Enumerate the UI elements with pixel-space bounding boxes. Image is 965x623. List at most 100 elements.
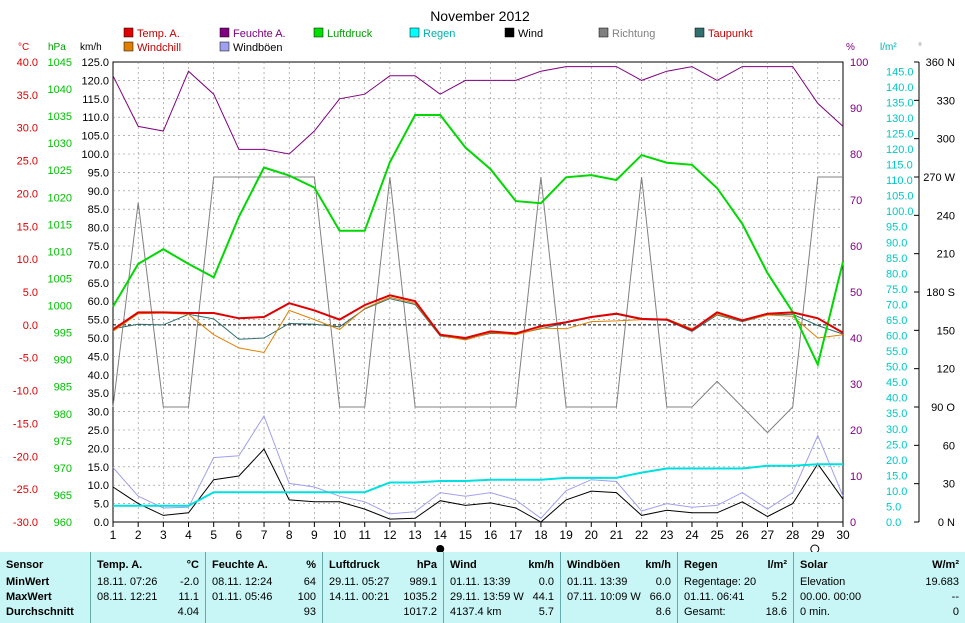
- dir-tick-label: 300: [937, 134, 955, 146]
- x-tick-label: 2: [135, 528, 142, 542]
- rain-tick-label: 140.0: [886, 82, 914, 94]
- x-tick-label: 29: [811, 528, 825, 542]
- stats-header: Windböen: [567, 559, 621, 571]
- x-tick-label: 17: [509, 528, 523, 542]
- temp-tick-label: 15.0: [17, 221, 38, 233]
- stats-header: Luftdruck: [329, 559, 380, 571]
- stats-value: 64: [303, 576, 316, 588]
- pressure-tick-label: 970: [54, 463, 72, 475]
- rain-tick-label: 25.0: [886, 439, 907, 451]
- weather-chart: November 2012 Temp. A. Feuchte A. Luftdruck…: [13, 8, 956, 552]
- stats-column: Luftdruck hPa 29.11. 05:27 989.1 14.11. 00:2…: [322, 552, 443, 623]
- wind-tick-label: 90.0: [88, 186, 109, 198]
- stats-time: 14.11. 00:21: [329, 591, 390, 603]
- rain-tick-label: 0.0: [886, 517, 901, 529]
- humidity-tick-label: 60: [850, 241, 862, 253]
- temp-tick-label: -20.0: [13, 451, 38, 463]
- stats-time: 08.11. 12:24: [212, 576, 273, 588]
- stats-unit: °C: [186, 559, 199, 571]
- stats-time: 07.11. 10:09 W: [567, 591, 641, 603]
- legend-swatch: [694, 27, 705, 38]
- temp-tick-label: 20.0: [17, 188, 38, 200]
- pressure-tick-label: 1045: [48, 57, 72, 69]
- wind-tick-label: 35.0: [88, 388, 109, 400]
- stats-header: Solar: [800, 559, 828, 571]
- wind-tick-label: 85.0: [88, 204, 109, 216]
- wind-tick-label: 75.0: [88, 241, 109, 253]
- humidity-tick-label: 100: [850, 57, 868, 69]
- wind-tick-label: 110.0: [82, 112, 109, 124]
- humidity-tick-label: 0: [850, 517, 856, 529]
- x-tick-label: 30: [836, 528, 850, 542]
- x-tick-label: 26: [736, 528, 750, 542]
- stats-time: Gesamt:: [684, 606, 726, 618]
- stats-value: 18.6: [765, 606, 787, 618]
- x-tick-label: 20: [585, 528, 599, 542]
- x-tick-label: 24: [685, 528, 699, 542]
- wind-tick-label: 115.0: [82, 94, 109, 106]
- x-tick-label: 9: [311, 528, 318, 542]
- pressure-tick-label: 995: [54, 328, 72, 340]
- legend-label: Regen: [423, 28, 455, 40]
- legend-label: Luftdruck: [327, 28, 373, 40]
- legend-label: Richtung: [612, 28, 655, 40]
- x-tick-label: 27: [761, 528, 775, 542]
- stats-time: 4137.4 km: [450, 606, 502, 618]
- wind-tick-label: 65.0: [88, 278, 109, 290]
- stats-header: Regen: [684, 559, 718, 571]
- stats-value: 19.683: [925, 576, 959, 588]
- rain-tick-label: 120.0: [886, 144, 914, 156]
- wind-tick-label: 95.0: [88, 167, 109, 179]
- x-tick-label: 1: [110, 528, 117, 542]
- humidity-tick-label: 50: [850, 287, 862, 299]
- stats-time: 29.11. 05:27: [329, 576, 390, 588]
- pressure-tick-label: 990: [54, 355, 72, 367]
- legend-swatch: [313, 27, 324, 38]
- full-moon-icon: [810, 544, 820, 552]
- stats-value: 8.6: [655, 606, 671, 618]
- stats-unit: W/m²: [932, 559, 959, 571]
- stats-time: 0 min.: [800, 606, 830, 618]
- pressure-tick-label: 1000: [48, 301, 72, 313]
- humidity-tick-label: 20: [850, 425, 862, 437]
- legend-label: Windböen: [233, 42, 283, 54]
- axis-unit-rain: l/m²: [880, 42, 897, 53]
- pressure-tick-label: 1015: [48, 219, 72, 231]
- stats-value: --: [951, 591, 959, 603]
- wind-tick-label: 0.0: [94, 517, 109, 529]
- rain-tick-label: 10.0: [886, 486, 907, 498]
- rain-tick-label: 80.0: [886, 268, 907, 280]
- pressure-tick-label: 1010: [48, 246, 72, 258]
- stats-time: 01.11. 13:39: [450, 576, 511, 588]
- legend-swatch: [598, 27, 609, 38]
- rain-tick-label: 145.0: [886, 66, 914, 78]
- x-tick-label: 23: [660, 528, 674, 542]
- pressure-tick-label: 1035: [48, 111, 72, 123]
- dir-tick-label: 150: [937, 325, 955, 337]
- rain-tick-label: 125.0: [886, 128, 914, 140]
- stats-unit: km/h: [645, 559, 671, 571]
- rain-tick-label: 90.0: [886, 237, 907, 249]
- wind-tick-label: 60.0: [88, 296, 109, 308]
- stats-time: 29.11. 13:59 W: [450, 591, 524, 603]
- rain-tick-label: 40.0: [886, 393, 907, 405]
- x-tick-label: 16: [484, 528, 498, 542]
- pressure-tick-label: 975: [54, 436, 72, 448]
- temp-tick-label: -10.0: [13, 386, 38, 398]
- wind-tick-label: 45.0: [88, 351, 109, 363]
- stats-time: 01.11. 13:39: [567, 576, 628, 588]
- pressure-tick-label: 985: [54, 382, 72, 394]
- wind-tick-label: 25.0: [88, 425, 109, 437]
- humidity-tick-label: 80: [850, 149, 862, 161]
- x-tick-label: 12: [383, 528, 397, 542]
- pressure-tick-label: 1020: [48, 192, 72, 204]
- rain-tick-label: 105.0: [886, 191, 914, 203]
- stats-value: 1017.2: [403, 606, 437, 618]
- stats-value: 11.1: [178, 591, 199, 603]
- stats-value: 1035.2: [403, 591, 437, 603]
- x-tick-label: 6: [236, 528, 243, 542]
- pressure-tick-label: 1025: [48, 165, 72, 177]
- stats-column: Wind km/h 01.11. 13:39 0.0 29.11. 13:59 W 44.…: [443, 552, 560, 623]
- rain-tick-label: 65.0: [886, 315, 907, 327]
- stats-value: 44.1: [532, 591, 554, 603]
